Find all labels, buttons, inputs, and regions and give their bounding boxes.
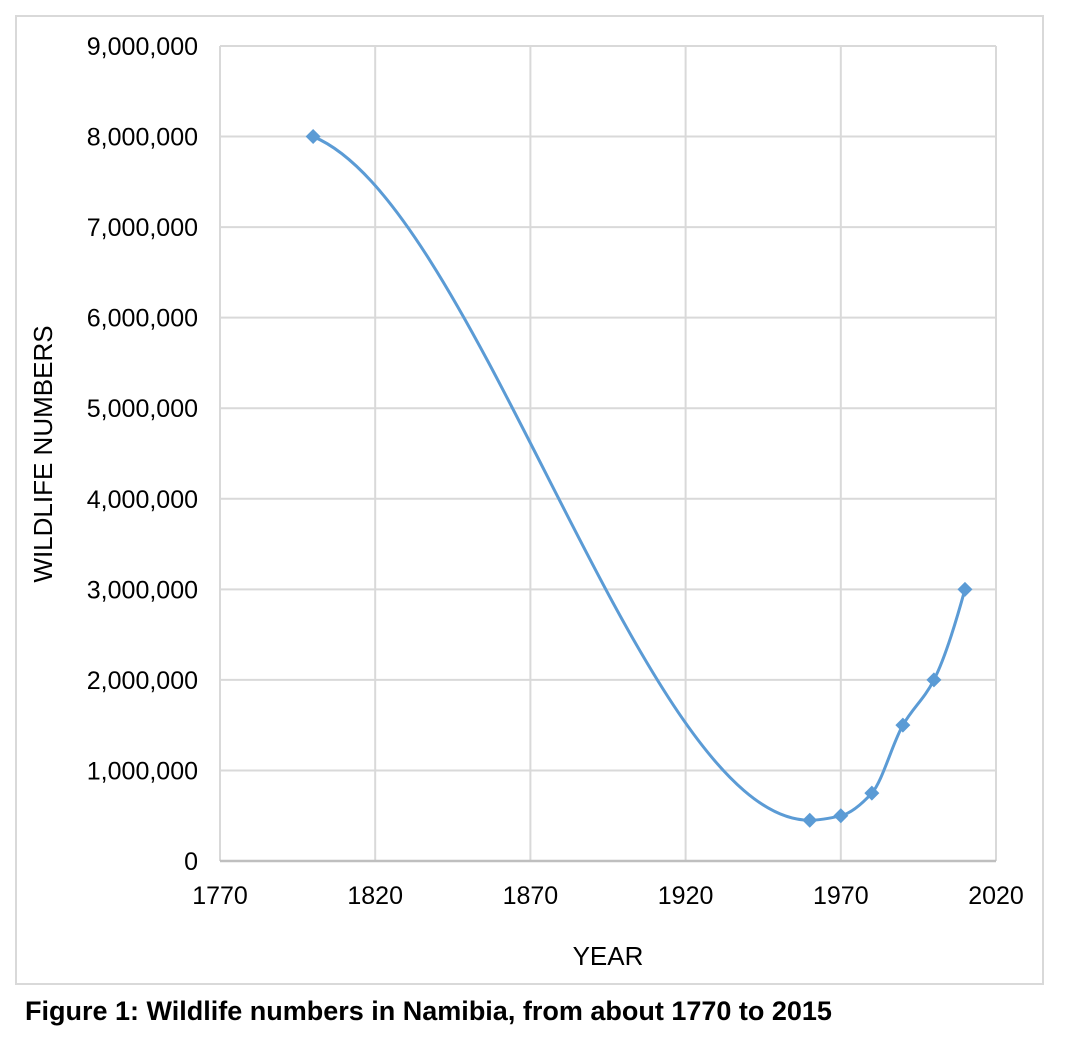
- data-point-marker: [305, 129, 321, 145]
- data-point-marker: [833, 808, 849, 824]
- x-axis-title: YEAR: [572, 941, 644, 971]
- series-curve: [311, 135, 967, 822]
- x-tick-label: 1920: [658, 882, 714, 910]
- y-tick-label: 8,000,000: [87, 124, 198, 152]
- x-tick-label: 2020: [968, 882, 1024, 910]
- data-point-marker: [802, 812, 818, 828]
- data-point-marker: [895, 717, 911, 733]
- data-point-marker: [957, 581, 973, 597]
- y-tick-label: 7,000,000: [87, 214, 198, 242]
- y-axis-title: WILDLIFE NUMBERS: [28, 325, 58, 583]
- y-tick-label: 6,000,000: [87, 305, 198, 333]
- y-tick-label: 0: [184, 848, 198, 876]
- x-tick-label: 1970: [813, 882, 869, 910]
- data-point-marker: [864, 785, 880, 801]
- x-tick-label: 1770: [192, 882, 248, 910]
- y-tick-label: 1,000,000: [87, 757, 198, 785]
- y-tick-label: 3,000,000: [87, 576, 198, 604]
- figure-caption: Figure 1: Wildlife numbers in Namibia, f…: [25, 996, 832, 1026]
- y-tick-label: 4,000,000: [87, 486, 198, 514]
- y-tick-label: 5,000,000: [87, 395, 198, 423]
- y-tick-label: 9,000,000: [87, 33, 198, 61]
- y-tick-label: 2,000,000: [87, 667, 198, 695]
- x-tick-label: 1870: [503, 882, 559, 910]
- x-tick-label: 1820: [347, 882, 403, 910]
- data-point-marker: [926, 672, 942, 688]
